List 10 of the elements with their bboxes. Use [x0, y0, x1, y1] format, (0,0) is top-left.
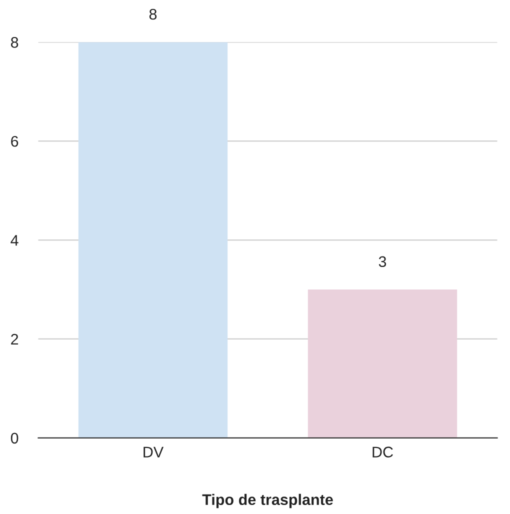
y-tick-label: 0 [10, 432, 18, 444]
x-tick-label: DV [144, 446, 164, 458]
x-axis-title: Tipo de trasplante [202, 494, 333, 508]
y-tick-label: 6 [11, 136, 18, 147]
y-tick-label: 2 [11, 334, 18, 345]
data-label: 3 [378, 256, 386, 268]
y-tick-label: 8 [10, 37, 18, 48]
y-tick-label: 4 [10, 235, 18, 246]
x-tick-label: DC [372, 446, 393, 458]
data-label: 8 [149, 8, 157, 20]
